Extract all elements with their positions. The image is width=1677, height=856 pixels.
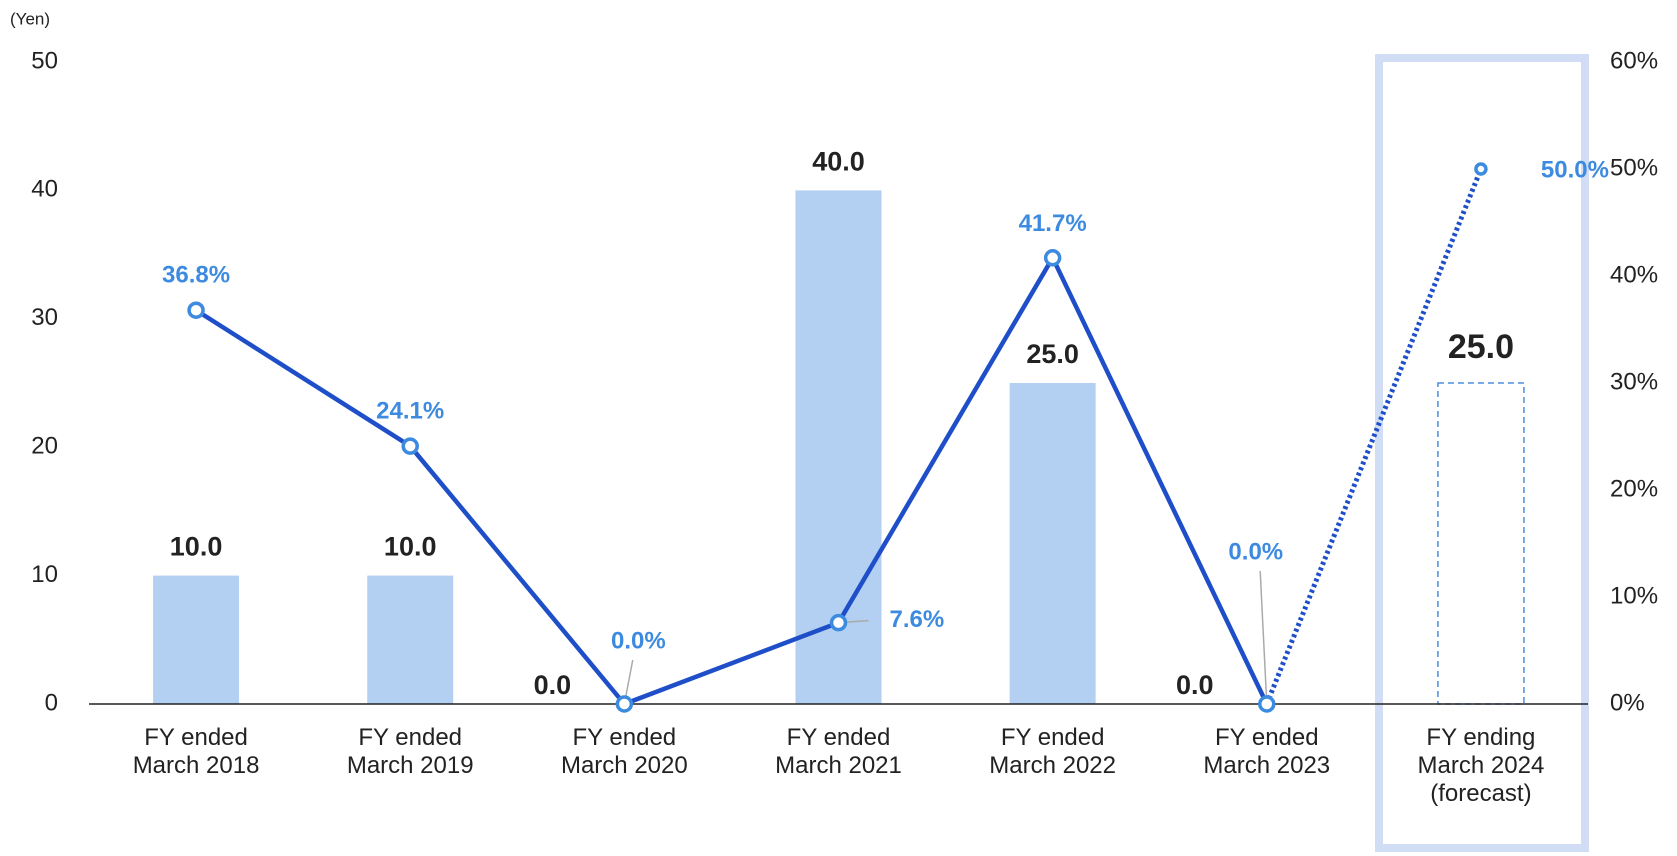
- x-tick-label: FY ended March 2022: [989, 724, 1117, 779]
- line-point: [401, 437, 419, 455]
- y2-tick-label: 50%: [1610, 154, 1658, 181]
- line-value-label: 50.0%: [1541, 156, 1609, 183]
- y2-tick-label: 20%: [1610, 475, 1658, 502]
- y-tick-label: 30: [31, 304, 58, 331]
- line-point: [187, 301, 205, 319]
- line: [194, 253, 1269, 707]
- y2-tick-label: 10%: [1610, 582, 1658, 609]
- bar-value-label: 40.0: [812, 147, 865, 177]
- bar-value-label: 10.0: [170, 532, 223, 562]
- line-value-label: 36.8%: [162, 262, 230, 289]
- line-point: [829, 613, 848, 632]
- x-tick-label: FY ending March 2024 (forecast): [1417, 724, 1545, 807]
- y-tick-label: 0: [45, 689, 58, 716]
- y2-tick-label: 60%: [1610, 47, 1658, 74]
- bar: [1437, 382, 1525, 705]
- x-tick-label: FY ended March 2019: [346, 724, 474, 779]
- line-value-label: 0.0%: [1228, 538, 1283, 565]
- x-tick-label: FY ended March 2018: [132, 724, 260, 779]
- y-axis-label: (Yen): [10, 9, 50, 28]
- line-point: [1258, 695, 1276, 713]
- line-value-label: 41.7%: [1019, 210, 1087, 237]
- bar-value-label: 25.0: [1448, 328, 1514, 366]
- x-tick-label: FY ended March 2021: [775, 724, 902, 779]
- line-value-label: 7.6%: [890, 606, 945, 633]
- line-point: [1474, 162, 1488, 176]
- forecast-highlight: [1375, 54, 1589, 852]
- y2-tick-label: 30%: [1610, 368, 1658, 395]
- y-tick-label: 10: [31, 561, 58, 588]
- y2-tick-label: 40%: [1610, 261, 1658, 288]
- line-forecast: [1264, 168, 1484, 705]
- y-tick-label: 50: [31, 47, 58, 74]
- bar-value-label: 0.0: [534, 670, 572, 700]
- bar: [367, 575, 454, 704]
- line-value-label: 0.0%: [611, 627, 666, 654]
- y-tick-label: 20: [31, 433, 58, 460]
- leader-line: [1259, 570, 1268, 705]
- x-tick-label: FY ended March 2023: [1203, 724, 1331, 779]
- line-point: [615, 695, 634, 713]
- line-value-label: 24.1%: [376, 397, 444, 424]
- bar-value-label: 0.0: [1176, 670, 1214, 700]
- bar-value-label: 25.0: [1026, 339, 1079, 369]
- y2-tick-label: 0%: [1610, 689, 1645, 716]
- bar: [1009, 383, 1096, 704]
- line-point: [1043, 249, 1062, 267]
- bar: [153, 575, 240, 704]
- bar-value-label: 10.0: [384, 532, 437, 562]
- y-tick-label: 40: [31, 176, 58, 203]
- x-tick-label: FY ended March 2020: [560, 724, 688, 779]
